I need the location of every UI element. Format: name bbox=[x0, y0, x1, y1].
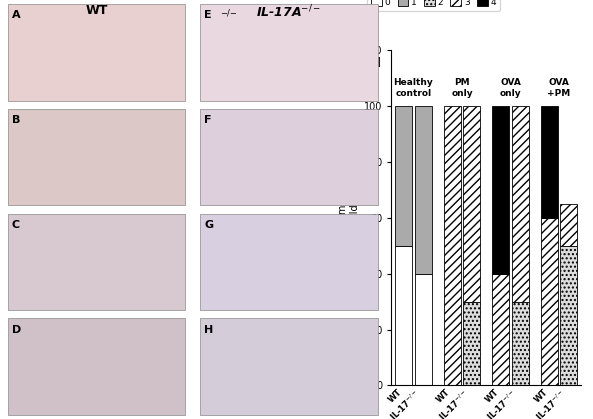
Text: I: I bbox=[376, 56, 381, 70]
Bar bbox=[415, 274, 432, 385]
Bar bbox=[463, 302, 480, 385]
Text: H: H bbox=[204, 325, 213, 335]
Text: PM
only: PM only bbox=[451, 78, 473, 98]
Text: OVA
+PM: OVA +PM bbox=[547, 78, 570, 98]
Text: WT: WT bbox=[85, 4, 107, 17]
Bar bbox=[512, 106, 528, 302]
Bar bbox=[444, 106, 461, 385]
Bar bbox=[200, 109, 378, 205]
Text: IL-17A$^{-/-}$: IL-17A$^{-/-}$ bbox=[256, 4, 322, 21]
Bar bbox=[560, 204, 577, 246]
Bar bbox=[541, 218, 558, 385]
Bar bbox=[463, 106, 480, 302]
Bar bbox=[415, 106, 432, 274]
Bar bbox=[200, 318, 378, 415]
Text: A: A bbox=[11, 10, 20, 21]
Bar bbox=[200, 4, 378, 101]
Text: B: B bbox=[11, 115, 20, 125]
Bar bbox=[396, 106, 412, 246]
Bar bbox=[492, 274, 509, 385]
Bar bbox=[8, 318, 185, 415]
Text: G: G bbox=[204, 220, 213, 230]
Text: OVA
only: OVA only bbox=[500, 78, 521, 98]
Text: C: C bbox=[11, 220, 20, 230]
Bar bbox=[8, 109, 185, 205]
Bar bbox=[200, 214, 378, 310]
Text: F: F bbox=[204, 115, 212, 125]
Text: Healthy
control: Healthy control bbox=[394, 78, 433, 98]
Bar bbox=[492, 106, 509, 274]
Bar bbox=[560, 246, 577, 385]
Bar bbox=[396, 246, 412, 385]
Text: E: E bbox=[204, 10, 212, 21]
Y-axis label: Trachea inflammation score
(%) in wild type: Trachea inflammation score (%) in wild t… bbox=[338, 150, 360, 286]
Bar bbox=[8, 4, 185, 101]
Bar bbox=[8, 214, 185, 310]
Text: D: D bbox=[11, 325, 21, 335]
Text: −/−: −/− bbox=[219, 8, 237, 17]
Legend: 0, 1, 2, 3, 4: 0, 1, 2, 3, 4 bbox=[368, 0, 500, 11]
Bar bbox=[512, 302, 528, 385]
Bar bbox=[541, 106, 558, 218]
